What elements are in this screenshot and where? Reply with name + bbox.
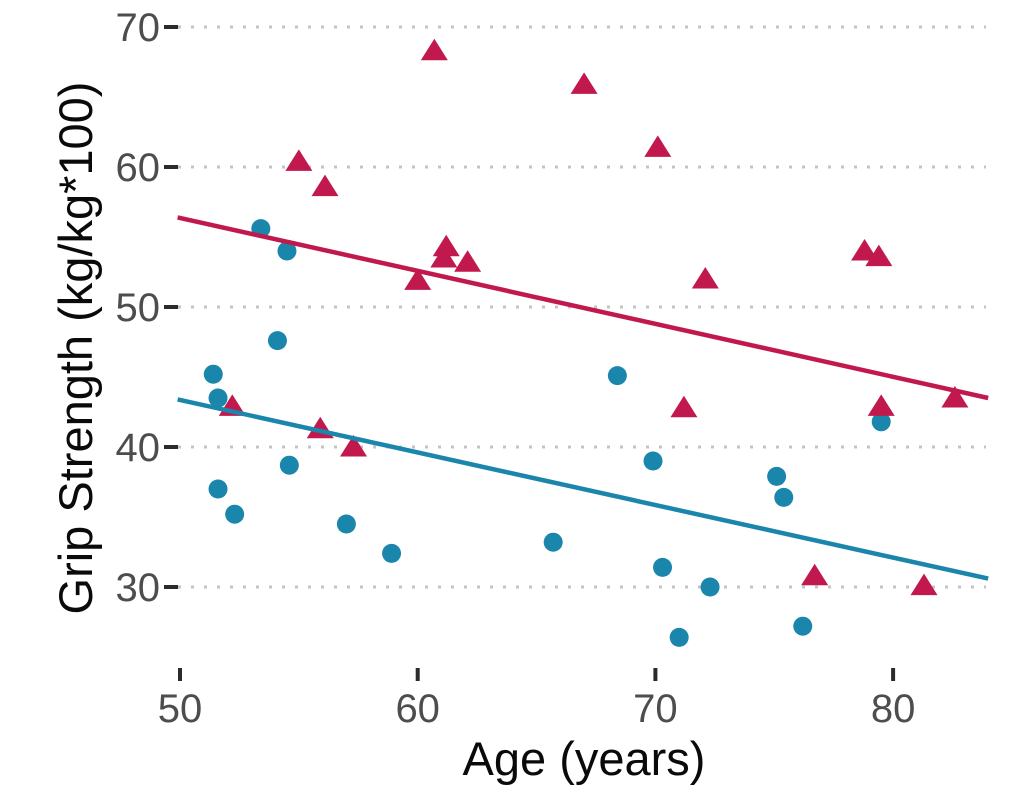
data-point-triangle: [801, 563, 829, 586]
data-point-triangle: [691, 267, 719, 289]
trend-line-triangle: [177, 215, 989, 401]
tick-labels: 70 60 50 40 30 50 60 70 80: [116, 6, 916, 731]
data-point-triangle: [404, 268, 432, 290]
data-point-triangle: [865, 244, 893, 267]
data-point-circle: [793, 616, 813, 636]
trend-lines: [177, 215, 989, 581]
data-point-triangle: [867, 394, 895, 416]
data-point-circle: [767, 466, 787, 486]
data-point-circle: [643, 451, 663, 471]
data-point-circle: [279, 455, 299, 475]
x-tick-label-60: 60: [395, 687, 440, 731]
data-point-triangle: [670, 395, 698, 418]
data-point-circle: [607, 366, 627, 386]
triangle-markers: [218, 38, 969, 596]
data-point-triangle: [851, 239, 879, 261]
data-point-circle: [543, 532, 563, 552]
x-tick-label-80: 80: [871, 687, 916, 731]
data-point-circle: [208, 479, 228, 499]
data-point-triangle: [285, 149, 313, 171]
data-point-triangle: [311, 174, 339, 197]
data-point-triangle: [430, 246, 458, 268]
data-point-circle: [336, 514, 356, 534]
y-tick-label-40: 40: [116, 426, 161, 470]
data-point-triangle: [432, 234, 460, 257]
x-axis-title: Age (years): [463, 732, 706, 785]
data-point-circle: [203, 364, 223, 384]
data-point-triangle: [910, 573, 938, 596]
data-point-circle: [669, 627, 689, 647]
y-tick-label-70: 70: [116, 6, 161, 50]
circle-markers: [203, 219, 891, 647]
x-tick-label-50: 50: [158, 687, 203, 731]
data-point-circle: [382, 543, 402, 563]
y-tick-label-50: 50: [116, 286, 161, 330]
data-point-triangle: [454, 250, 482, 272]
data-point-circle: [208, 388, 228, 408]
data-point-triangle: [644, 135, 672, 157]
y-tick-label-30: 30: [116, 566, 161, 610]
data-point-circle: [225, 504, 245, 524]
data-point-circle: [267, 331, 287, 351]
data-point-triangle: [941, 386, 969, 408]
data-point-circle: [871, 412, 891, 432]
data-point-triangle: [420, 38, 448, 61]
data-point-triangle: [340, 435, 368, 457]
data-point-circle: [774, 487, 794, 507]
data-point-circle: [277, 241, 297, 261]
y-tick-label-60: 60: [116, 146, 161, 190]
trend-line-circle: [177, 397, 989, 581]
data-point-triangle: [570, 72, 598, 94]
y-axis-title: Grip Strength (kg/kg*100): [49, 82, 102, 615]
data-point-circle: [653, 557, 673, 577]
data-point-circle: [700, 577, 720, 597]
axis-ticks: [164, 25, 896, 681]
x-tick-label-70: 70: [633, 687, 678, 731]
